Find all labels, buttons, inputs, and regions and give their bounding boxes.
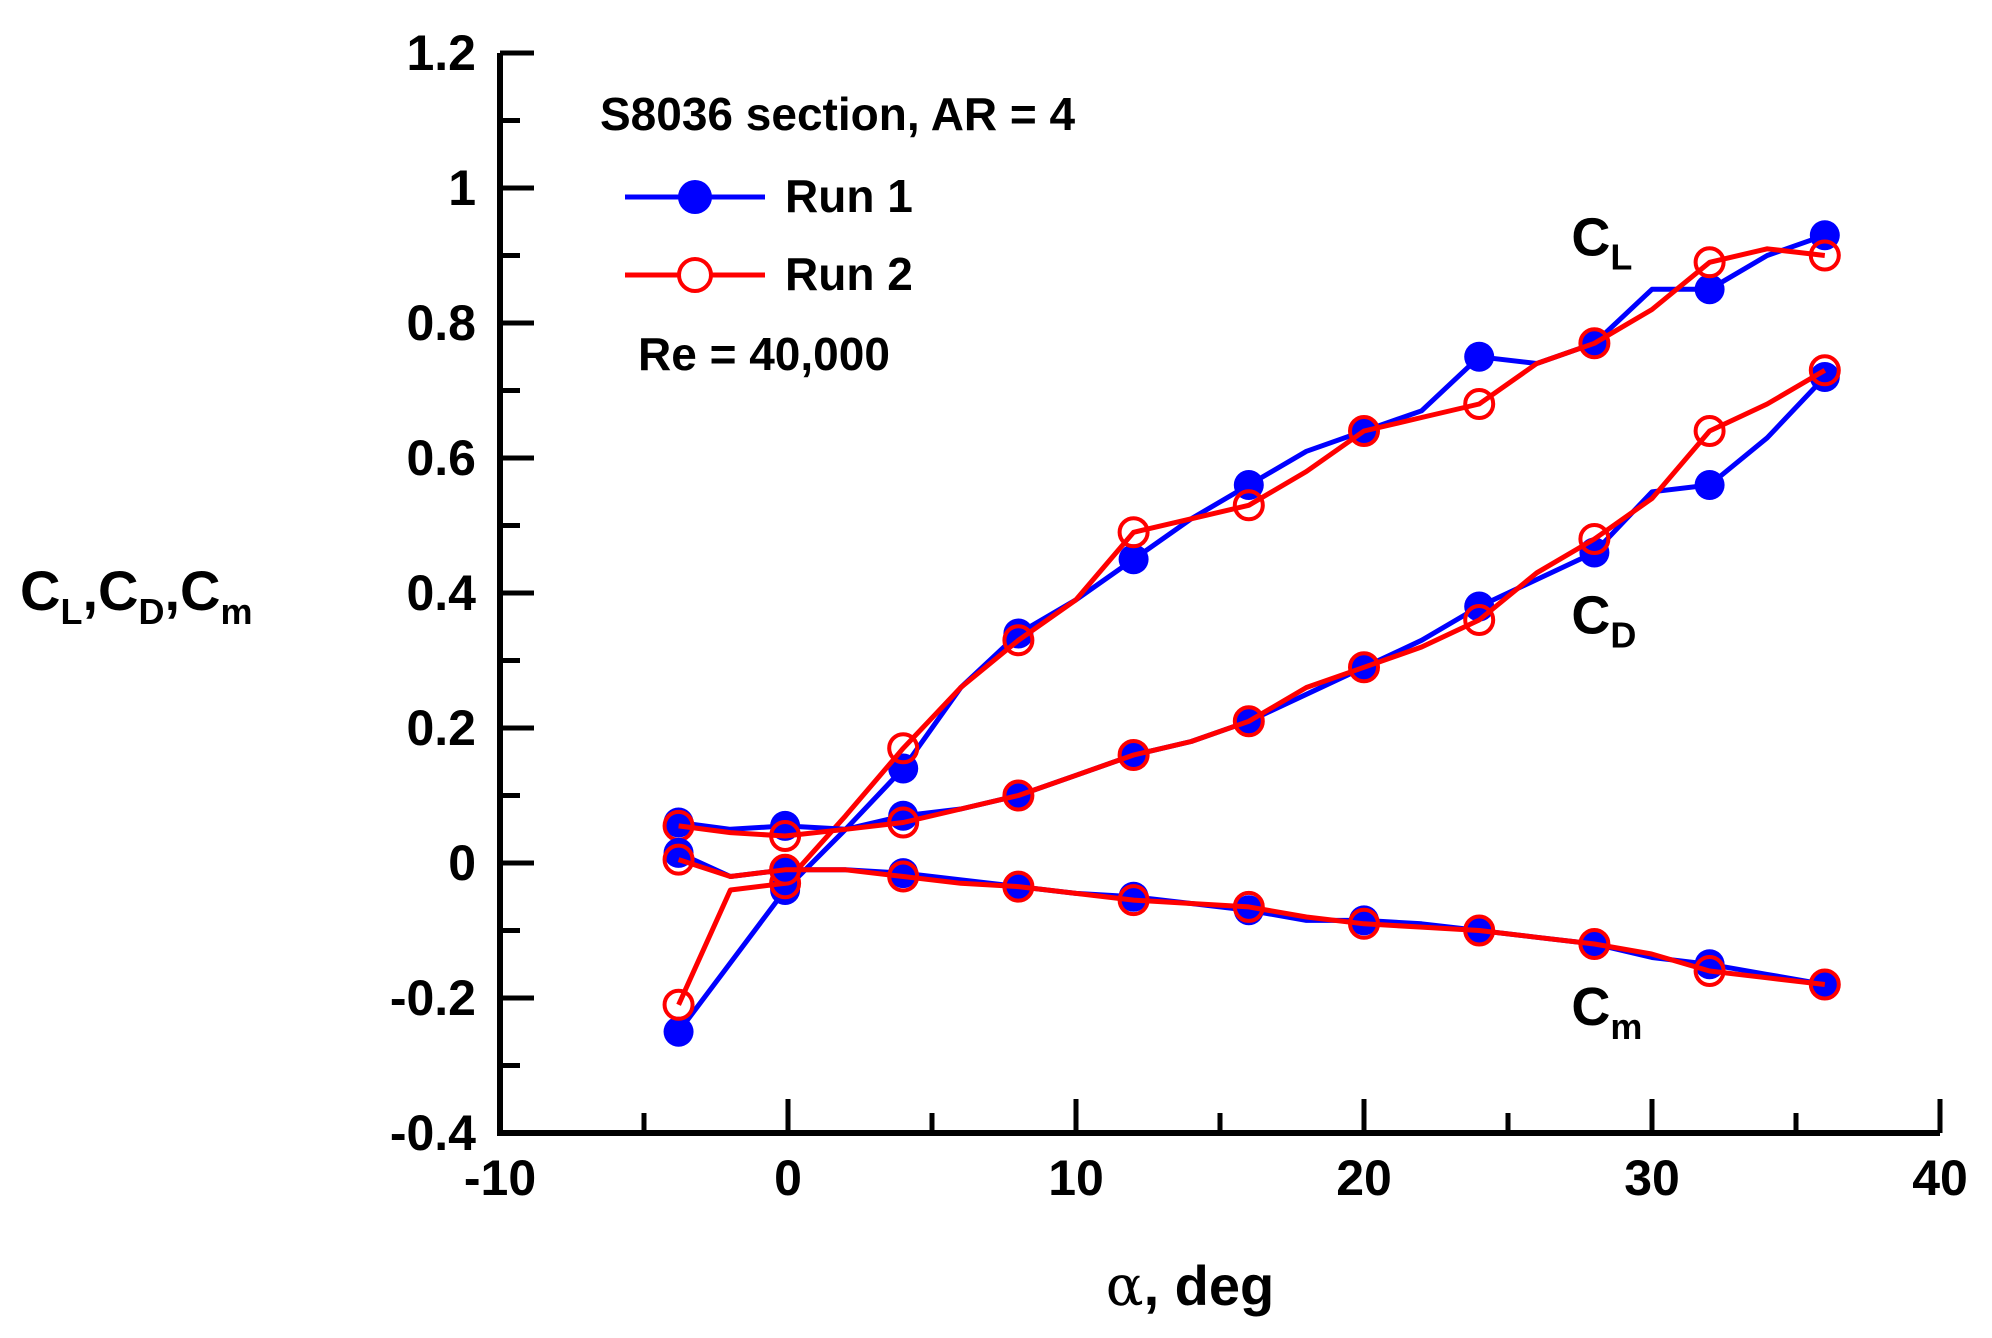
data-point <box>1002 779 1035 812</box>
legend-marker-2 <box>677 257 713 293</box>
series-layer <box>662 220 1841 1047</box>
y-tick-label: 0 <box>448 835 476 891</box>
data-point <box>1348 907 1380 940</box>
y-axis-title: CL,CD,Cm <box>20 559 253 632</box>
chart-title: S8036 section, AR = 4 <box>600 88 1076 140</box>
x-axis-title: α, deg <box>1106 1254 1275 1319</box>
data-point <box>1002 870 1035 903</box>
data-point <box>1694 274 1725 305</box>
data-point <box>1808 968 1841 1001</box>
data-point <box>1694 470 1725 500</box>
data-point <box>1693 246 1726 279</box>
data-point <box>1232 489 1265 522</box>
series-line <box>678 375 1827 832</box>
x-tick-label: 10 <box>1048 1150 1104 1206</box>
data-point <box>1809 362 1840 392</box>
legend-label-run-1: Run 1 <box>785 170 913 222</box>
y-tick-label: 1.2 <box>406 25 476 81</box>
data-point <box>769 853 802 886</box>
data-point <box>1463 914 1496 947</box>
y-tick-label: -0.4 <box>390 1105 476 1161</box>
data-point <box>1578 327 1611 360</box>
y-tick-label: 1 <box>448 160 476 216</box>
x-tick-label: 30 <box>1624 1150 1680 1206</box>
data-point <box>887 806 920 839</box>
data-point <box>663 1016 694 1047</box>
legend-marker-1 <box>678 180 712 214</box>
axes-layer: -10 0 10 20 30 40 -0.4 -0.2 0 0.2 0.4 0.6 0.8 1 1.2 <box>390 25 1968 1206</box>
x-tick-label: 40 <box>1912 1150 1968 1206</box>
data-point <box>1003 618 1034 649</box>
data-point <box>1117 516 1150 549</box>
curve-label-CD: CD <box>1571 586 1636 656</box>
data-point <box>1808 239 1841 272</box>
data-point <box>1463 388 1496 420</box>
data-point <box>1117 739 1150 771</box>
series-run-2-cd <box>662 354 1841 852</box>
data-point <box>1464 341 1495 372</box>
reynolds-annotation: Re = 40,000 <box>638 328 890 380</box>
series-line <box>678 368 1827 839</box>
data-point <box>887 860 920 893</box>
curve-label-Cm: Cm <box>1571 977 1642 1047</box>
data-point <box>1808 354 1841 387</box>
y-tick-label: 0.8 <box>406 295 476 351</box>
data-point <box>1118 544 1149 575</box>
data-point <box>1348 415 1380 447</box>
series-line <box>677 857 1826 987</box>
y-tick-label: -0.2 <box>390 970 476 1026</box>
data-point <box>1463 604 1496 636</box>
data-point <box>1348 651 1380 684</box>
labels-layer: α, deg CL,CD,Cm CL CD Cm <box>20 208 1642 1320</box>
curve-label-CL: CL <box>1571 208 1632 278</box>
data-point <box>1002 624 1035 657</box>
data-point <box>1232 890 1265 923</box>
x-tick-label: 20 <box>1336 1150 1392 1206</box>
series-run-2-cl <box>662 239 1841 1021</box>
data-point <box>1578 523 1611 555</box>
y-tick-label: 0.2 <box>406 700 476 756</box>
series-run-1-cd <box>663 362 1840 841</box>
x-tick-label: 0 <box>774 1150 802 1206</box>
y-tick-label: 0.6 <box>406 430 476 486</box>
data-point <box>769 820 802 852</box>
data-point <box>662 809 695 842</box>
legend-label-run-2: Run 2 <box>785 248 913 300</box>
data-point <box>1693 415 1726 447</box>
series-line <box>676 246 1826 1006</box>
data-point <box>1117 884 1150 917</box>
data-point <box>1232 705 1265 738</box>
legend-layer: S8036 section, AR = 4 Run 1 Run 2 Re = 4… <box>600 88 1076 380</box>
series-line <box>676 232 1826 1034</box>
data-point <box>887 732 920 765</box>
data-point <box>1578 928 1611 960</box>
series-run-2-cm <box>662 843 1841 1001</box>
x-tick-label: -10 <box>464 1150 536 1206</box>
data-point <box>662 988 695 1021</box>
y-tick-label: 0.4 <box>406 565 476 621</box>
data-point <box>1693 955 1726 987</box>
data-point <box>662 843 695 876</box>
